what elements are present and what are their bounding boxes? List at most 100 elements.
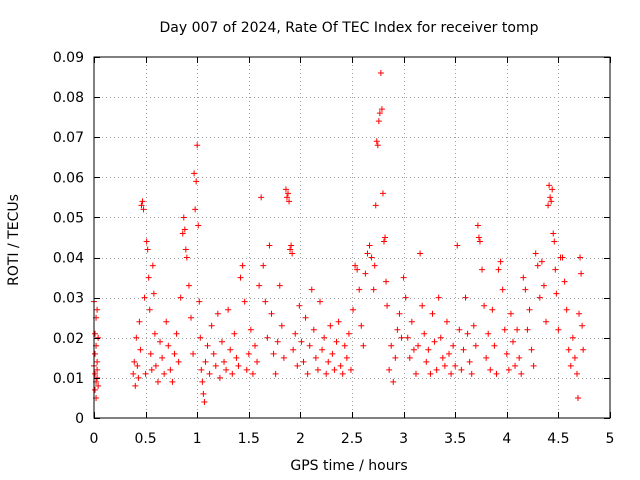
y-tick-label: 0.04 <box>53 251 84 267</box>
data-point <box>526 306 533 313</box>
data-point <box>499 286 506 293</box>
data-point <box>325 358 332 365</box>
data-point <box>400 274 407 281</box>
data-point <box>249 370 256 377</box>
y-tick-label: 0.03 <box>53 291 84 307</box>
data-point <box>144 246 151 253</box>
data-point <box>193 178 200 185</box>
data-point <box>258 194 265 201</box>
y-tick-label: 0.02 <box>53 331 84 347</box>
axis-ticks <box>94 57 611 419</box>
data-point <box>317 298 324 305</box>
data-point <box>565 346 572 353</box>
data-point <box>314 366 321 373</box>
data-point <box>92 370 99 377</box>
data-point <box>233 354 240 361</box>
grid-lines <box>94 57 610 418</box>
data-point <box>443 318 450 325</box>
data-point <box>161 370 168 377</box>
data-point <box>167 366 174 373</box>
data-point <box>251 342 258 349</box>
data-point <box>148 366 155 373</box>
data-point <box>304 370 311 377</box>
data-point <box>132 382 139 389</box>
data-point <box>458 366 465 373</box>
data-point <box>503 350 510 357</box>
data-point <box>532 250 539 257</box>
data-point <box>460 346 467 353</box>
data-point <box>276 282 283 289</box>
data-point <box>140 206 147 213</box>
data-point <box>95 334 102 341</box>
y-axis-label: ROTI / TECUs <box>6 194 22 286</box>
data-point <box>182 246 189 253</box>
data-point <box>376 110 383 117</box>
data-point <box>137 346 144 353</box>
data-point <box>489 306 496 313</box>
data-point <box>179 230 186 237</box>
data-point <box>188 314 195 321</box>
data-point <box>145 274 152 281</box>
data-point <box>157 338 164 345</box>
data-point <box>358 322 365 329</box>
data-point <box>580 346 587 353</box>
y-tick-label: 0.08 <box>53 90 84 106</box>
data-point <box>201 398 208 405</box>
data-point <box>264 334 271 341</box>
data-point <box>94 306 101 313</box>
data-point <box>375 118 382 125</box>
x-tick-label: 1 <box>193 431 202 447</box>
data-point <box>551 238 558 245</box>
data-point <box>350 306 357 313</box>
data-point <box>175 358 182 365</box>
data-point <box>514 326 521 333</box>
data-point <box>138 202 145 209</box>
data-point <box>518 370 525 377</box>
data-point <box>181 226 188 233</box>
y-tick-label: 0.01 <box>53 371 84 387</box>
data-point <box>268 310 275 317</box>
data-point <box>578 270 585 277</box>
data-point <box>285 190 292 197</box>
data-point <box>327 322 334 329</box>
data-point <box>142 370 149 377</box>
x-tick-label: 1.5 <box>238 431 260 447</box>
data-point <box>472 342 479 349</box>
data-point <box>319 346 326 353</box>
data-point <box>243 366 250 373</box>
data-point <box>337 362 344 369</box>
data-point <box>468 370 475 377</box>
data-point <box>290 346 297 353</box>
data-point <box>169 378 176 385</box>
data-point <box>321 334 328 341</box>
data-point <box>283 194 290 201</box>
data-point <box>341 342 348 349</box>
x-tick-label: 4.5 <box>547 431 569 447</box>
data-point <box>372 202 379 209</box>
data-point <box>310 326 317 333</box>
data-point <box>550 230 557 237</box>
data-point <box>149 262 156 269</box>
data-point <box>476 238 483 245</box>
data-point <box>195 222 202 229</box>
data-point <box>177 294 184 301</box>
data-point <box>520 274 527 281</box>
data-point <box>343 354 350 361</box>
data-point <box>360 342 367 349</box>
data-point <box>412 370 419 377</box>
data-point <box>464 330 471 337</box>
data-point <box>280 354 287 361</box>
data-point <box>509 338 516 345</box>
x-tick-labels: 0 0.5 1 1.5 2 2.5 3 3.5 4 4.5 5 <box>90 431 615 447</box>
data-point <box>569 334 576 341</box>
data-point <box>495 266 502 273</box>
data-point <box>571 354 578 361</box>
data-point <box>214 310 221 317</box>
data-point <box>382 234 389 241</box>
data-point <box>143 238 150 245</box>
data-point <box>452 362 459 369</box>
data-point <box>260 262 267 269</box>
data-point <box>288 242 295 249</box>
data-point <box>441 362 448 369</box>
